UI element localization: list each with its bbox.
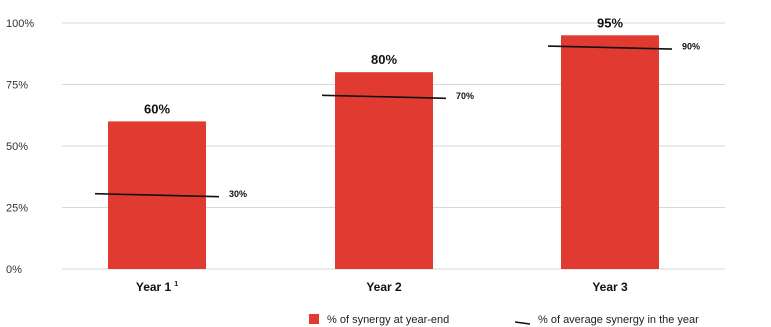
- bar-value-label: 60%: [144, 101, 170, 116]
- y-tick-label: 25%: [6, 203, 28, 215]
- average-marker-line: [94, 192, 220, 198]
- average-marker-line: [321, 94, 447, 100]
- category-footnote: 1: [174, 281, 178, 288]
- legend-swatch-line: [514, 321, 531, 325]
- x-category-label: Year 3: [592, 280, 628, 294]
- bar-value-label: 95%: [597, 15, 623, 30]
- y-tick-label: 0%: [6, 264, 22, 276]
- y-tick-label: 75%: [6, 80, 28, 92]
- average-marker-label: 90%: [682, 42, 700, 52]
- legend-swatch-bar: [309, 314, 319, 324]
- x-axis-category-labels: Year 1 1 Year 2 Year 3: [136, 280, 628, 294]
- legend-label-line: % of average synergy in the year: [538, 314, 699, 326]
- bar: [335, 72, 433, 269]
- bar: [561, 35, 659, 269]
- average-marker-line: [547, 45, 673, 50]
- average-markers: 30% 70% 90%: [94, 42, 700, 199]
- bars: 60% 80% 95%: [108, 15, 659, 270]
- average-marker-label: 30%: [229, 189, 247, 199]
- legend: % of synergy at year-end % of average sy…: [309, 314, 699, 326]
- bar-value-label: 80%: [371, 52, 397, 67]
- average-marker-label: 70%: [456, 91, 474, 101]
- y-tick-label: 50%: [6, 141, 28, 153]
- x-category-label: Year 2: [366, 280, 402, 294]
- legend-label-bar: % of synergy at year-end: [327, 314, 449, 326]
- y-tick-label: 100%: [6, 18, 34, 30]
- y-axis-tick-labels: 0% 25% 50% 75% 100%: [6, 18, 34, 276]
